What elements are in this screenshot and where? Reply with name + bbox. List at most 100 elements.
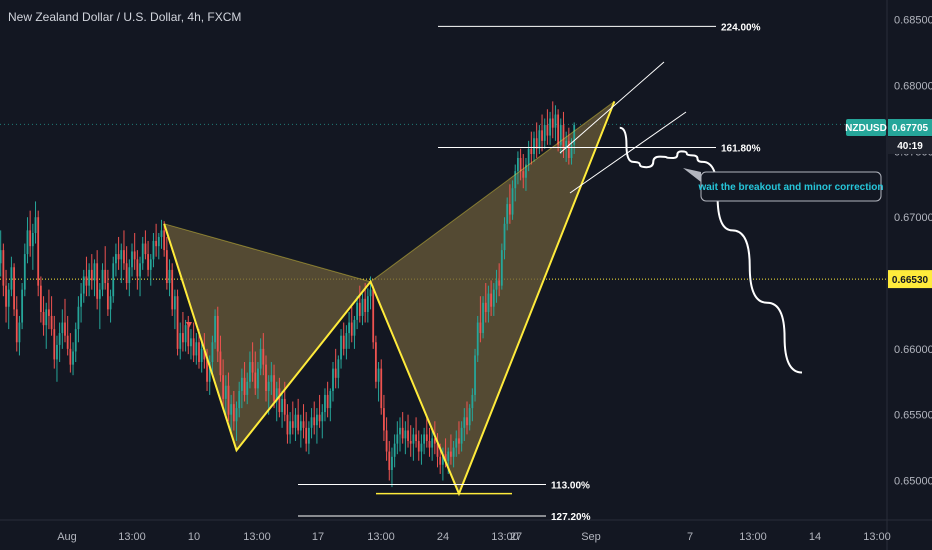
candle-body bbox=[251, 362, 254, 373]
pattern-triangle-bcd bbox=[370, 101, 615, 494]
candle-body bbox=[299, 421, 302, 431]
candle-body bbox=[45, 309, 48, 326]
candle-body bbox=[297, 414, 300, 431]
candle-body bbox=[474, 355, 476, 395]
candle-body bbox=[192, 338, 195, 356]
level-tag-bg bbox=[888, 270, 932, 289]
x-tick-label: 13:00 bbox=[118, 531, 146, 543]
candle-body bbox=[21, 289, 24, 323]
countdown-tag-text: 40:19 bbox=[897, 141, 923, 152]
candle-body bbox=[72, 351, 74, 365]
candle-body bbox=[490, 293, 493, 307]
candle-body bbox=[466, 417, 468, 426]
candle-body bbox=[109, 296, 112, 310]
candle-body bbox=[565, 140, 568, 149]
y-tick-label: 0.66000 bbox=[894, 344, 932, 356]
candle-body bbox=[155, 240, 158, 247]
candle-body bbox=[345, 333, 348, 349]
candle-body bbox=[559, 125, 562, 145]
candle-body bbox=[13, 267, 15, 310]
candle-body bbox=[190, 338, 192, 347]
candle-body bbox=[222, 375, 225, 399]
candle-body bbox=[133, 251, 136, 260]
y-tick-label: 0.68500 bbox=[894, 15, 932, 27]
candle-body bbox=[144, 243, 147, 255]
candle-body bbox=[179, 333, 182, 349]
candle-body bbox=[69, 348, 72, 365]
candle-body bbox=[61, 322, 64, 334]
candle-body bbox=[163, 230, 166, 251]
pattern-triangle-xab bbox=[164, 223, 371, 451]
candle-body bbox=[519, 157, 522, 172]
candle-body bbox=[34, 217, 37, 234]
fib-level-label: 113.00% bbox=[551, 480, 590, 491]
candle-body bbox=[508, 204, 511, 215]
x-tick-label: 10 bbox=[188, 531, 200, 543]
candle-body bbox=[557, 114, 560, 145]
candle-body bbox=[0, 250, 2, 264]
candle-body bbox=[495, 280, 498, 290]
candle-body bbox=[39, 285, 42, 312]
candle-body bbox=[80, 293, 82, 307]
candle-body bbox=[522, 171, 525, 178]
candle-body bbox=[380, 368, 383, 409]
annotation-box bbox=[700, 171, 882, 202]
candle-body bbox=[554, 114, 557, 128]
candle-body bbox=[227, 385, 230, 415]
candle-body bbox=[423, 434, 426, 444]
candle-body bbox=[305, 427, 308, 444]
candle-body bbox=[385, 430, 388, 452]
candle-body bbox=[31, 233, 34, 247]
candle-body bbox=[7, 289, 10, 307]
candle-body bbox=[106, 283, 109, 310]
candle-body bbox=[324, 394, 326, 413]
candle-body bbox=[203, 348, 206, 360]
candles-group bbox=[0, 101, 576, 488]
candle-body bbox=[147, 254, 149, 270]
candle-body bbox=[85, 276, 88, 286]
candle-body bbox=[64, 322, 66, 336]
candle-body bbox=[393, 443, 396, 457]
current-price-tag-text: 0.67705 bbox=[892, 123, 929, 134]
candle-body bbox=[428, 441, 431, 448]
candle-body bbox=[2, 250, 5, 286]
candle-body bbox=[235, 408, 238, 422]
candle-body bbox=[310, 417, 313, 428]
candle-body bbox=[329, 390, 332, 409]
candle-body bbox=[436, 443, 439, 457]
candle-body bbox=[361, 298, 364, 316]
candle-body bbox=[15, 309, 18, 343]
x-tick-label: Sep bbox=[581, 531, 601, 543]
candle-body bbox=[570, 144, 573, 158]
annotation-pointer bbox=[683, 168, 701, 182]
candle-body bbox=[450, 451, 452, 457]
candle-body bbox=[321, 412, 324, 422]
fib-level-label: 127.20% bbox=[551, 512, 591, 523]
candle-body bbox=[433, 438, 436, 444]
candle-body bbox=[514, 171, 517, 189]
candle-body bbox=[152, 240, 155, 260]
candle-body bbox=[543, 125, 546, 141]
candle-body bbox=[530, 148, 533, 155]
candle-body bbox=[149, 259, 152, 270]
candle-body bbox=[125, 263, 128, 284]
candle-body bbox=[391, 456, 393, 470]
candle-body bbox=[452, 447, 455, 457]
candle-body bbox=[23, 254, 26, 290]
candle-body bbox=[26, 230, 29, 255]
candle-body bbox=[58, 333, 61, 345]
candle-body bbox=[18, 322, 21, 343]
candle-body bbox=[407, 430, 409, 442]
candle-body bbox=[294, 414, 297, 428]
candle-body bbox=[396, 434, 399, 444]
candle-body bbox=[160, 230, 163, 237]
candle-body bbox=[350, 322, 353, 336]
candle-body bbox=[409, 441, 412, 444]
x-tick-label: 13:00 bbox=[491, 531, 519, 543]
pattern-xb-line bbox=[164, 223, 371, 283]
candle-body bbox=[562, 125, 565, 149]
candle-body bbox=[498, 280, 501, 286]
candle-body bbox=[441, 454, 444, 465]
